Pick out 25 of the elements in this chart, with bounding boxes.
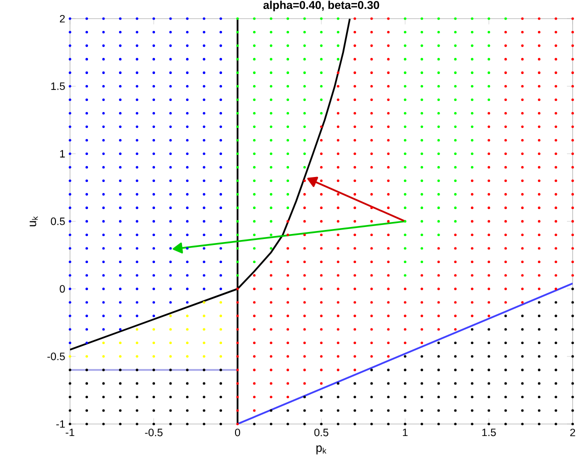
point — [220, 328, 222, 331]
point — [202, 314, 206, 318]
y-tick-label: 1.5 — [51, 82, 65, 90]
x-tick-label: 0 — [235, 428, 240, 436]
x-tick-label: -0.5 — [145, 428, 163, 436]
point — [202, 342, 206, 344]
y-tick-label: 2 — [60, 14, 65, 22]
x-tick-label: 2 — [570, 428, 576, 436]
chart-title: alpha=0.40, beta=0.30 — [263, 0, 380, 12]
point — [220, 314, 222, 318]
y-tick-label: 0.5 — [50, 218, 65, 226]
y-tick-label: 1 — [60, 150, 65, 158]
point — [202, 355, 206, 358]
point — [220, 342, 222, 344]
point — [202, 328, 206, 331]
y-tick-label: 0 — [60, 285, 65, 293]
point — [220, 355, 222, 358]
y-tick-label: -0.5 — [47, 352, 65, 360]
x-tick-label: -1 — [66, 428, 74, 436]
x-axis-title: p$_{k}$ — [316, 445, 326, 454]
x-tick-label: 1.5 — [482, 428, 496, 436]
x-tick-label: 0.5 — [314, 428, 328, 436]
x-tick-label: 1 — [402, 428, 408, 436]
y-axis-title: u$_{k}$ — [30, 216, 38, 226]
y-tick-label: -1 — [56, 420, 65, 428]
